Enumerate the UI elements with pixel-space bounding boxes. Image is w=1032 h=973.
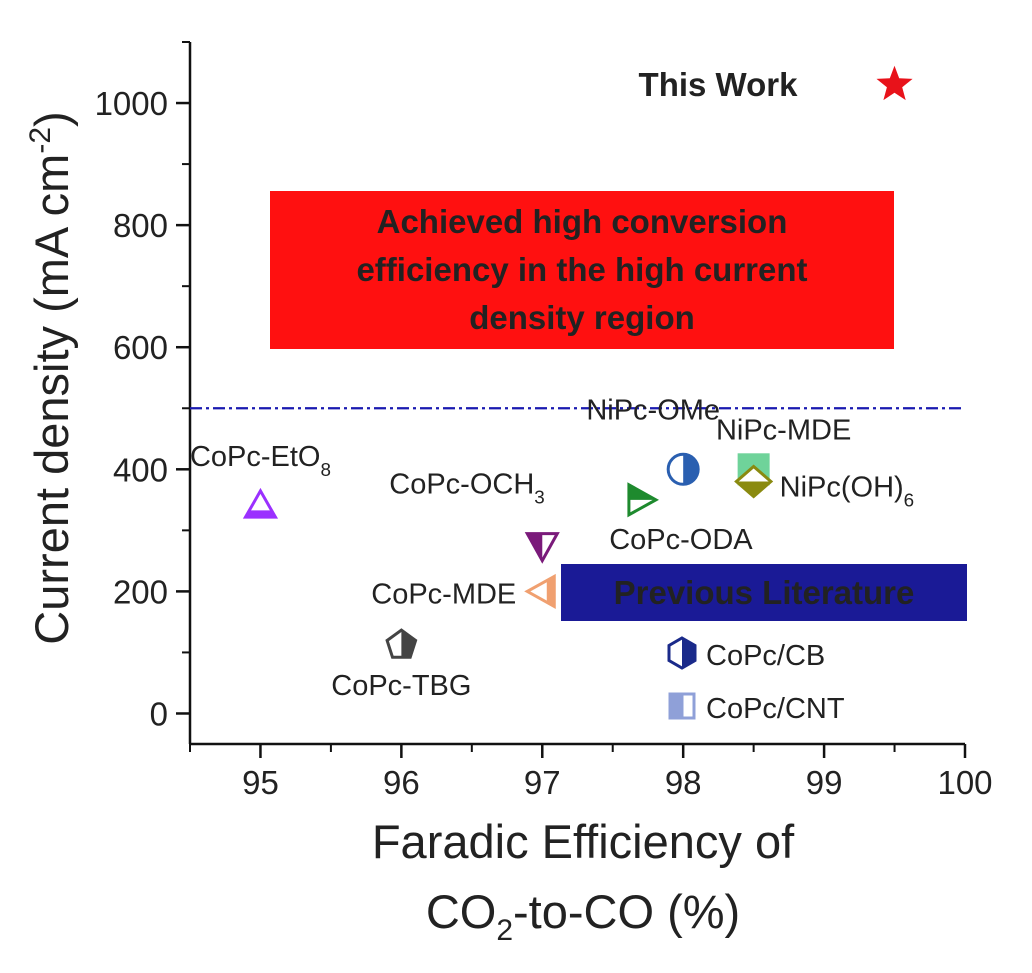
nipc-ome-marker-fill xyxy=(683,454,699,485)
highlight-box-line: Achieved high conversion xyxy=(377,203,788,240)
axis-labels: Current density (mA cm-2) Faradic Efficie… xyxy=(24,111,795,947)
copc-cb-label: CoPc/CB xyxy=(706,640,825,672)
y-tick-label: 200 xyxy=(113,573,168,610)
y-tick-label: 400 xyxy=(113,451,168,488)
copc-cb-marker-fill xyxy=(682,638,696,668)
y-tick-label: 1000 xyxy=(95,85,168,122)
y-tick-label: 0 xyxy=(150,695,168,732)
x-axis-title-line2: CO2-to-CO (%) xyxy=(426,885,740,947)
highlight-box-line: efficiency in the high current xyxy=(356,251,807,288)
copc-cnt-marker-fill xyxy=(670,694,684,718)
y-axis-title: Current density (mA cm-2) xyxy=(24,111,78,644)
x-tick-label: 95 xyxy=(242,764,279,801)
x-tick-label: 96 xyxy=(383,764,420,801)
x-tick-label: 98 xyxy=(665,764,702,801)
copc-mde-marker-fill xyxy=(546,576,555,607)
x-axis-title-line1: Faradic Efficiency of xyxy=(372,815,795,868)
y-tick-label: 600 xyxy=(113,329,168,366)
highlight-box-line: density region xyxy=(469,299,695,336)
x-tick-label: 100 xyxy=(937,764,992,801)
copc-cnt-label: CoPc/CNT xyxy=(706,693,845,725)
previous-literature-box xyxy=(561,564,967,621)
copc-eto8-label: CoPc-EtO8 xyxy=(190,441,331,480)
copc-tbg-label: CoPc-TBG xyxy=(331,670,471,702)
nipc-ome-label: NiPc-OMe xyxy=(586,394,720,426)
this-work-star-marker xyxy=(876,65,913,101)
copc-tbg-marker-fill xyxy=(401,630,416,658)
copc-oda-marker-fill xyxy=(628,484,656,500)
copc-och3-label: CoPc-OCH3 xyxy=(389,469,544,508)
copc-mde-label: CoPc-MDE xyxy=(371,578,516,610)
x-tick-label: 97 xyxy=(524,764,561,801)
overlays: Achieved high conversion efficiency in th… xyxy=(190,191,967,621)
data-points: This Work CoPc-EtO8 CoPc-OCH3 CoPc-MDE CoPc-… xyxy=(190,65,915,725)
copc-eto8-marker-fill xyxy=(245,510,276,518)
highlight-box xyxy=(270,191,894,349)
copc-oda-label: CoPc-ODA xyxy=(609,524,753,556)
nipc-oh-6-label: NiPc(OH)6 xyxy=(780,472,915,511)
y-tick-label: 800 xyxy=(113,207,168,244)
this-work-label: This Work xyxy=(639,66,799,103)
copc-och3-marker-fill xyxy=(527,533,543,561)
nipc-oh-6-marker-fill xyxy=(736,481,771,497)
x-tick-label: 99 xyxy=(806,764,843,801)
previous-literature-label: Previous Literature xyxy=(614,574,915,611)
nipc-mde-label: NiPc-MDE xyxy=(716,414,851,446)
